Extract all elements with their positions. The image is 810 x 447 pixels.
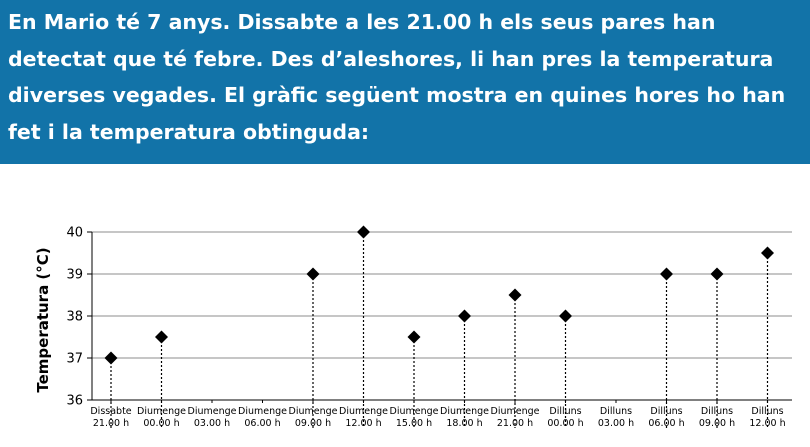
y-tick-label-39: 39	[66, 268, 83, 283]
y-tick-label-40: 40	[66, 226, 83, 241]
x-tick-label-day: Diumenge	[137, 406, 186, 417]
x-tick-label-time: 12.00 h	[749, 418, 785, 429]
y-tick-label-37: 37	[66, 352, 83, 367]
gridlines	[92, 231, 792, 401]
data-points	[104, 225, 774, 365]
x-tick-label-time: 00.00 h	[143, 418, 179, 429]
x-tick-label-time: 03.00 h	[194, 418, 230, 429]
problem-statement: En Mario té 7 anys. Dissabte a les 21.00…	[0, 0, 810, 164]
data-point	[458, 309, 471, 323]
data-point	[660, 267, 673, 281]
x-tick-label-day: Diumenge	[238, 406, 287, 417]
data-point	[306, 267, 320, 281]
data-point	[710, 267, 724, 281]
x-tick-label-day: Diumenge	[188, 406, 237, 417]
data-point	[559, 309, 572, 323]
chart-area: 36 37 38 39 40 Dissabte 21.00 h Diumenge 00.00 …	[0, 164, 810, 442]
x-tick-label-time: 18.00 h	[446, 418, 482, 429]
x-tick-label-time: 03.00 h	[598, 418, 634, 429]
data-point	[761, 246, 774, 260]
y-tick-label-36: 36	[66, 394, 83, 409]
data-point	[508, 288, 522, 302]
y-tick-label-38: 38	[66, 310, 83, 325]
x-tick-label-day: Dilluns	[549, 406, 581, 417]
data-point	[155, 330, 168, 344]
axes	[87, 231, 792, 403]
y-axis-label: Temperatura (°C)	[34, 247, 52, 392]
y-tick-labels: 36 37 38 39 40	[66, 226, 83, 409]
x-tick-label-day: Dilluns	[600, 406, 632, 417]
x-tick-label-day: Dilluns	[751, 406, 783, 417]
data-point	[104, 351, 118, 365]
x-tick-label-day: Diumenge	[440, 406, 489, 417]
x-tick-label-day: Diumenge	[390, 406, 439, 417]
x-tick-label-time: 12.00 h	[345, 418, 381, 429]
x-tick-label-day: Diumenge	[339, 406, 388, 417]
data-point	[357, 225, 370, 239]
x-tick-label-time: 00.00 h	[547, 418, 583, 429]
x-tick-label-time: 15.00 h	[396, 418, 432, 429]
dashed-stems	[110, 232, 769, 428]
problem-statement-text: En Mario té 7 anys. Dissabte a les 21.00…	[8, 10, 786, 144]
data-point	[407, 330, 421, 344]
x-tick-label-time: 06.00 h	[244, 418, 280, 429]
